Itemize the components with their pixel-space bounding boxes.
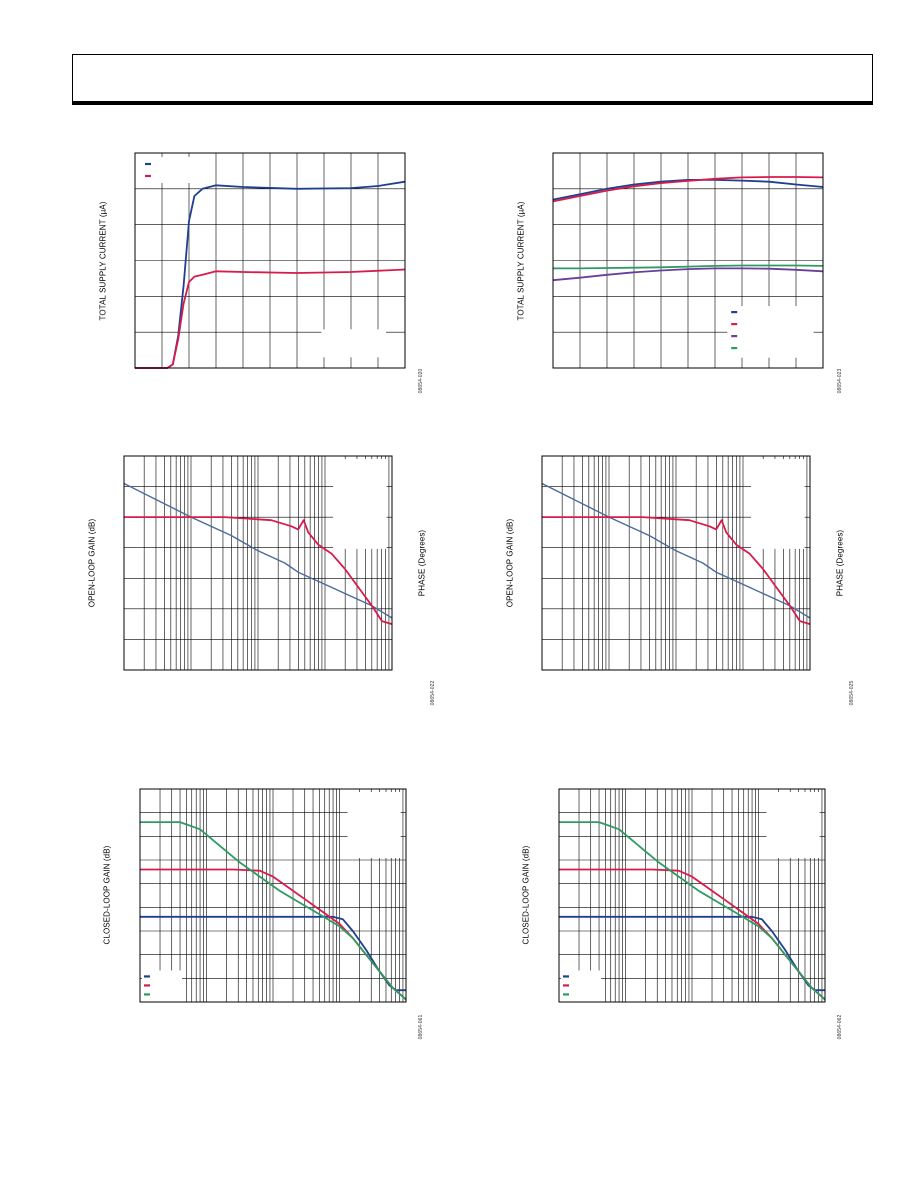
chart-4-ylabel: OPEN-LOOP GAIN (dB) (505, 518, 515, 608)
plot-frame (552, 152, 824, 369)
chart-supply-current-vs-temperature (552, 152, 824, 369)
chart-5-figure-id: 08654-061 (418, 1014, 424, 1040)
chart-6-svg (558, 788, 826, 1003)
series-line-phase_blue (123, 482, 393, 619)
legend-box (141, 157, 201, 183)
chart-2-ylabel: TOTAL SUPPLY CURRENT (µA) (516, 201, 526, 321)
chart-5-ylabel: CLOSED-LOOP GAIN (dB) (102, 845, 112, 945)
chart-open-loop-gain-phase-a (123, 455, 393, 671)
chart-closed-loop-gain-a (139, 788, 407, 1003)
chart-5-svg (139, 788, 407, 1003)
chart-2-svg (552, 152, 824, 369)
chart-6-ylabel: CLOSED-LOOP GAIN (dB) (521, 845, 531, 945)
series-line-red (552, 176, 824, 203)
conditions-box (321, 329, 387, 358)
chart-1-svg (134, 152, 406, 369)
plot-frame (139, 788, 407, 1003)
chart-supply-current-vs-supply (134, 152, 406, 369)
conditions-box (333, 459, 387, 549)
series-line-phase_blue (541, 482, 811, 619)
series-line-green (553, 264, 824, 270)
series-line-blue (552, 179, 824, 201)
legend-box (727, 306, 814, 358)
header-rule (72, 102, 873, 105)
chart-4-figure-id: 08654-025 (849, 680, 855, 706)
plot-frame (134, 152, 406, 369)
series-line-green (559, 821, 826, 1001)
chart-3-svg (123, 455, 393, 671)
series-line-purple (552, 267, 824, 282)
conditions-box (766, 792, 820, 859)
chart-closed-loop-gain-b (558, 788, 826, 1003)
chart-1-figure-id: 08654-020 (418, 368, 424, 394)
conditions-box (751, 459, 805, 549)
chart-open-loop-gain-phase-b (541, 455, 811, 671)
chart-3-right-label: PHASE (Degrees) (417, 529, 427, 597)
series-line-red (135, 268, 406, 369)
series-line-green (140, 821, 407, 1001)
chart-4-svg (541, 455, 811, 671)
grid (124, 456, 392, 670)
chart-3-ylabel: OPEN-LOOP GAIN (dB) (87, 518, 97, 608)
plot-frame (541, 455, 811, 671)
series-line-red (124, 516, 393, 625)
chart-6-figure-id: 08654-062 (837, 1014, 843, 1040)
plot-frame (558, 788, 826, 1003)
chart-1-ylabel: TOTAL SUPPLY CURRENT (µA) (98, 201, 108, 321)
chart-4-right-label: PHASE (Degrees) (835, 529, 845, 597)
plot-frame (123, 455, 393, 671)
chart-3-figure-id: 08654-022 (430, 680, 436, 706)
page-header-box (72, 54, 873, 102)
series-line-red (542, 516, 811, 625)
chart-2-figure-id: 08654-023 (837, 368, 843, 394)
conditions-box (347, 792, 401, 859)
